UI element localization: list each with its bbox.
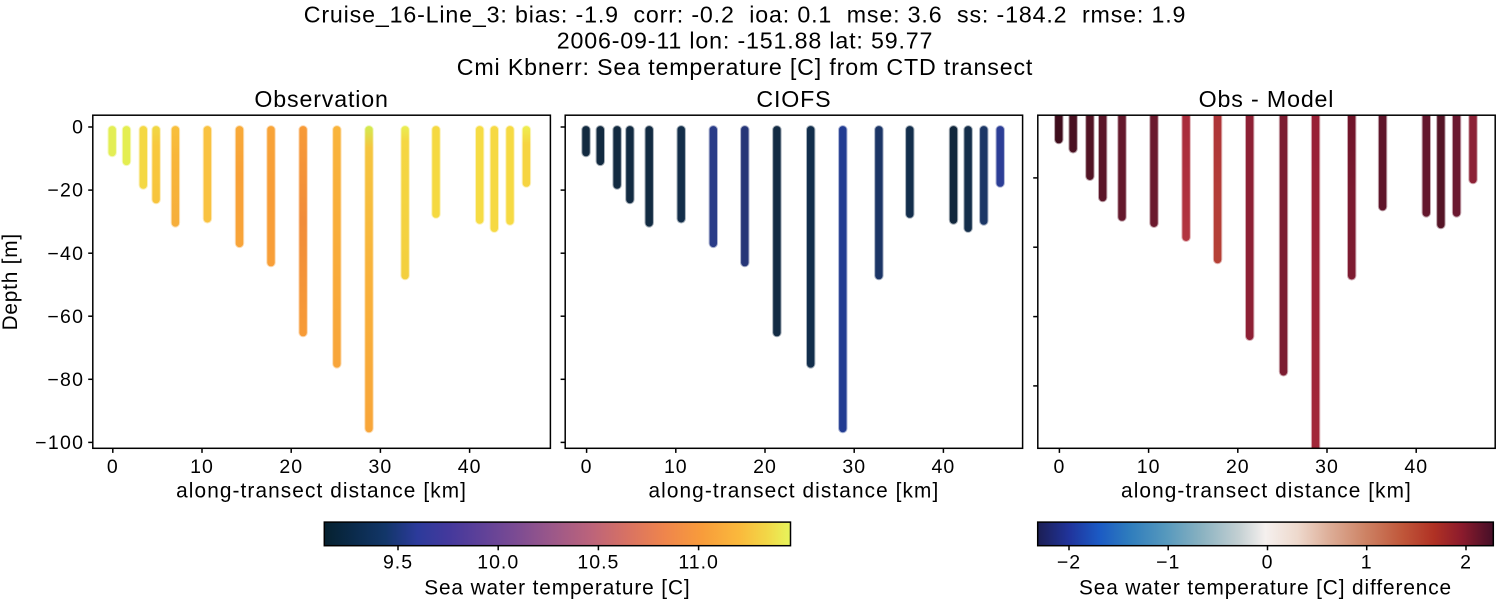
svg-text:11.0: 11.0: [678, 552, 719, 574]
svg-text:20: 20: [1226, 456, 1250, 478]
svg-text:−1: −1: [1156, 552, 1180, 574]
svg-text:10.0: 10.0: [477, 552, 519, 574]
svg-text:−60: −60: [47, 306, 84, 328]
svg-text:Sea water temperature [C] diff: Sea water temperature [C] difference: [1079, 577, 1452, 600]
svg-text:40: 40: [932, 456, 956, 478]
svg-text:Sea water temperature [C]: Sea water temperature [C]: [424, 577, 690, 600]
svg-text:2: 2: [1460, 552, 1472, 574]
svg-text:20: 20: [753, 456, 777, 478]
svg-text:40: 40: [458, 456, 482, 478]
svg-text:along-transect distance [km]: along-transect distance [km]: [648, 480, 939, 503]
svg-text:40: 40: [1404, 456, 1428, 478]
svg-text:30: 30: [1315, 456, 1339, 478]
svg-text:30: 30: [842, 456, 866, 478]
svg-text:0: 0: [72, 117, 84, 139]
svg-text:Cmi Kbnerr: Sea temperature [C: Cmi Kbnerr: Sea temperature [C] from CTD…: [457, 54, 1033, 80]
svg-text:Observation: Observation: [254, 86, 388, 112]
svg-text:1: 1: [1361, 552, 1373, 574]
svg-text:0: 0: [581, 456, 593, 478]
svg-text:2006-09-11 lon: -151.88 lat: 5: 2006-09-11 lon: -151.88 lat: 59.77: [557, 28, 934, 54]
svg-text:−40: −40: [47, 243, 84, 265]
svg-text:10: 10: [1137, 456, 1161, 478]
svg-text:along-transect distance [km]: along-transect distance [km]: [1121, 480, 1412, 503]
svg-text:30: 30: [369, 456, 393, 478]
svg-text:Depth [m]: Depth [m]: [0, 233, 22, 330]
svg-text:along-transect distance [km]: along-transect distance [km]: [176, 480, 467, 503]
svg-text:0: 0: [1053, 456, 1065, 478]
svg-text:10.5: 10.5: [577, 552, 619, 574]
svg-text:CIOFS: CIOFS: [756, 86, 831, 112]
svg-text:−100: −100: [35, 432, 84, 454]
svg-text:−20: −20: [47, 180, 84, 202]
svg-text:−2: −2: [1057, 552, 1081, 574]
svg-text:−80: −80: [47, 369, 84, 391]
svg-text:10: 10: [664, 456, 688, 478]
svg-text:20: 20: [279, 456, 303, 478]
svg-text:0: 0: [107, 456, 119, 478]
svg-text:Cruise_16-Line_3: bias: -1.9: Cruise_16-Line_3: bias: -1.9 corr: -0.2 …: [304, 1, 1187, 27]
svg-text:0: 0: [1262, 552, 1274, 574]
svg-text:9.5: 9.5: [383, 552, 413, 574]
svg-text:Obs - Model: Obs - Model: [1199, 86, 1335, 112]
svg-text:10: 10: [190, 456, 214, 478]
